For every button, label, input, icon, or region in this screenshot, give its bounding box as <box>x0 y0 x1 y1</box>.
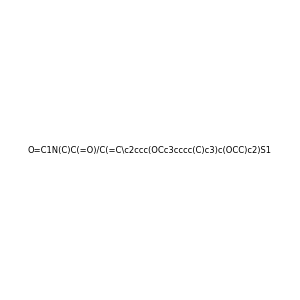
Text: O=C1N(C)C(=O)/C(=C\c2ccc(OCc3cccc(C)c3)c(OCC)c2)S1: O=C1N(C)C(=O)/C(=C\c2ccc(OCc3cccc(C)c3)c… <box>28 146 272 154</box>
